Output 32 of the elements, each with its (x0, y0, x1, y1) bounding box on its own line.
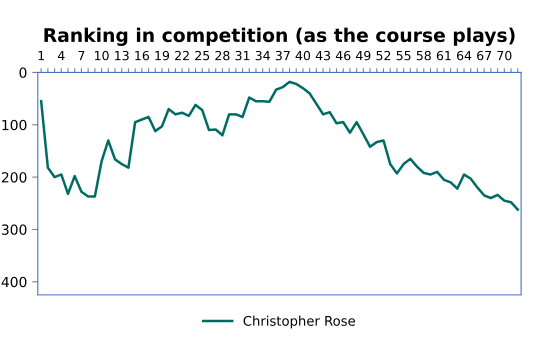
y-tick-label: 400 (2, 276, 26, 288)
chart-title: Ranking in competition (as the course plays) (44, 28, 515, 46)
legend-label: Christopher Rose (244, 316, 355, 328)
x-tick-label: 58 (416, 50, 431, 60)
x-tick-label: 61 (436, 50, 451, 60)
x-tick-label: 7 (78, 51, 84, 60)
x-tick-label: 4 (58, 51, 65, 60)
y-tick-label: 200 (2, 172, 26, 183)
x-tick-label: 43 (316, 50, 330, 60)
x-tick-label: 28 (215, 50, 230, 60)
x-tick-label: 52 (376, 50, 390, 60)
x-tick-label: 49 (356, 50, 370, 60)
x-tick-label: 34 (256, 50, 270, 60)
y-tick-label: 0 (19, 67, 26, 78)
x-tick-label: 55 (396, 51, 410, 60)
x-tick-label: 1 (38, 51, 44, 60)
x-tick-label: 13 (115, 50, 129, 60)
y-tick-label: 100 (2, 120, 26, 130)
x-tick-label: 19 (155, 50, 170, 60)
x-tick-label: 31 (236, 50, 250, 60)
x-tick-label: 70 (497, 50, 512, 60)
x-tick-label: 37 (276, 50, 290, 60)
x-tick-label: 16 (135, 50, 150, 60)
x-tick-label: 67 (477, 50, 492, 60)
line-series (40, 80, 519, 211)
x-tick-label: 10 (94, 50, 109, 60)
x-tick-label: 25 (195, 50, 210, 60)
x-tick-label: 22 (175, 50, 189, 60)
y-tick-label: 300 (2, 224, 26, 235)
x-tick-label: 46 (336, 50, 350, 60)
x-tick-label: 40 (296, 50, 310, 60)
x-tick-label: 64 (456, 50, 472, 60)
